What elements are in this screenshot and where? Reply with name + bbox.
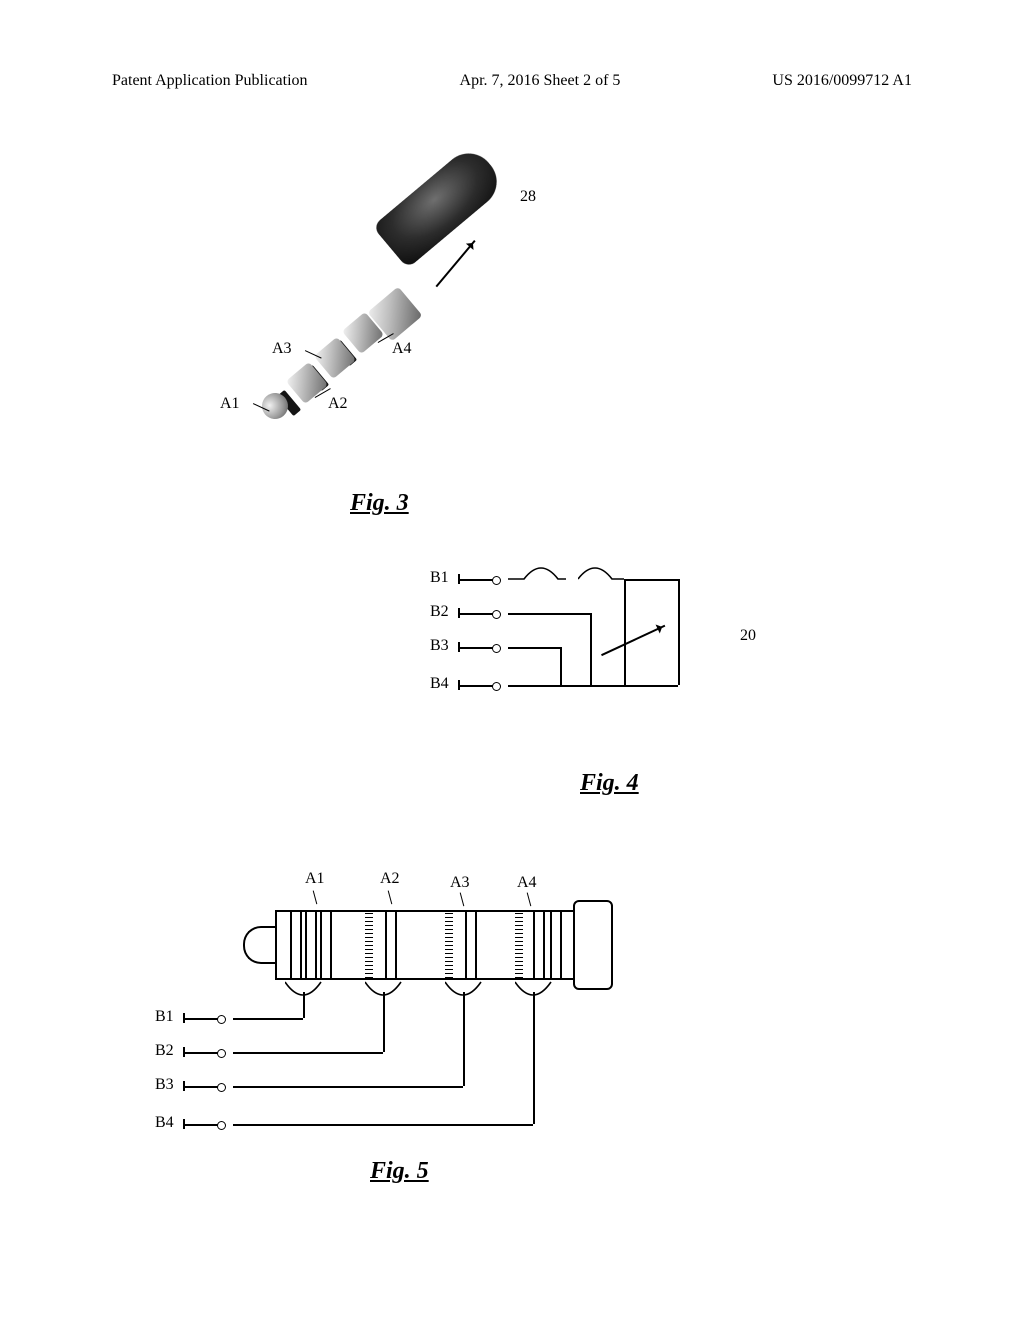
figure-3: 28 A1 A2 A3 A4 xyxy=(220,200,540,470)
patent-sheet: Patent Application Publication Apr. 7, 2… xyxy=(0,0,1024,1320)
jack-ring-6 xyxy=(533,912,545,978)
terminal5-b4 xyxy=(183,1124,223,1126)
wire5-b2-up xyxy=(383,992,385,1052)
wire-b2-h xyxy=(508,613,590,615)
label5-b3: B3 xyxy=(155,1076,174,1094)
jack-ring-2 xyxy=(305,912,317,978)
label5-a3: A3 xyxy=(450,874,470,892)
jack-ring-1 xyxy=(290,912,302,978)
ref-arrow-20 xyxy=(601,625,665,656)
spring5-2 xyxy=(365,976,425,1006)
ref-20: 20 xyxy=(740,627,756,645)
jack-collar xyxy=(573,900,613,990)
jack-tip xyxy=(243,926,279,964)
wire-top-right xyxy=(624,579,678,581)
label-a1: A1 xyxy=(220,395,240,413)
label-b4: B4 xyxy=(430,675,449,693)
spring5-3 xyxy=(445,976,505,1006)
jack-ring-3 xyxy=(320,912,332,978)
tick-b2 xyxy=(458,608,460,618)
jack-band-2 xyxy=(445,912,453,978)
plug-body xyxy=(372,143,507,269)
tick-b4 xyxy=(458,680,460,690)
label-a2: A2 xyxy=(328,395,348,413)
lead5-a2 xyxy=(387,891,392,905)
spring-b1b xyxy=(578,561,648,591)
tick5-b3 xyxy=(183,1081,185,1091)
spring5-4 xyxy=(515,976,575,1006)
jack-band-3 xyxy=(515,912,523,978)
label-b2: B2 xyxy=(430,603,449,621)
wire-right-up xyxy=(678,579,680,685)
label5-b1: B1 xyxy=(155,1008,174,1026)
terminal-b2 xyxy=(458,613,498,615)
fig4-caption: Fig. 4 xyxy=(580,770,639,797)
wire5-b3-up xyxy=(463,992,465,1086)
spring5-1 xyxy=(285,976,345,1006)
plug-ring-a2 xyxy=(286,362,328,404)
terminal-b3 xyxy=(458,647,498,649)
lead5-a3 xyxy=(459,893,464,907)
tick-b3 xyxy=(458,642,460,652)
terminal5-b2 xyxy=(183,1052,223,1054)
header-left: Patent Application Publication xyxy=(112,72,308,90)
terminal-b1 xyxy=(458,579,498,581)
wire5-b3 xyxy=(233,1086,463,1088)
jack-ring-5 xyxy=(465,912,477,978)
jack-ring-4 xyxy=(385,912,397,978)
tick-b1 xyxy=(458,574,460,584)
label5-a4: A4 xyxy=(517,874,537,892)
ref-28: 28 xyxy=(520,188,536,206)
tick5-b4 xyxy=(183,1119,185,1129)
page-header: Patent Application Publication Apr. 7, 2… xyxy=(112,72,912,90)
label5-a1: A1 xyxy=(305,870,325,888)
figure-4: B1 B2 B3 B4 20 xyxy=(430,565,810,755)
wire5-b4-up xyxy=(533,992,535,1124)
lead5-a4 xyxy=(526,893,531,907)
wire5-b1-up xyxy=(303,992,305,1018)
jack-ring-7 xyxy=(550,912,562,978)
wire-b1-down xyxy=(624,579,626,685)
terminal5-b3 xyxy=(183,1086,223,1088)
label-b1: B1 xyxy=(430,569,449,587)
fig5-caption: Fig. 5 xyxy=(370,1158,429,1185)
spring-b1 xyxy=(508,561,578,591)
wire5-b1 xyxy=(233,1018,303,1020)
label-a3: A3 xyxy=(272,340,292,358)
wire-b3-h xyxy=(508,647,560,649)
figure-5: A1 A2 A3 A4 B1 B2 B3 xyxy=(155,870,675,1180)
label5-b2: B2 xyxy=(155,1042,174,1060)
wire-b3-down xyxy=(560,647,562,685)
terminal-b4 xyxy=(458,685,498,687)
label5-b4: B4 xyxy=(155,1114,174,1132)
tick5-b1 xyxy=(183,1013,185,1023)
label-a4: A4 xyxy=(392,340,412,358)
jack-band-1 xyxy=(365,912,373,978)
label5-a2: A2 xyxy=(380,870,400,888)
wire5-b2 xyxy=(233,1052,383,1054)
ref-arrow-28 xyxy=(436,240,476,287)
terminal5-b1 xyxy=(183,1018,223,1020)
lead5-a1 xyxy=(312,891,317,905)
header-right: US 2016/0099712 A1 xyxy=(772,72,912,90)
wire5-b4 xyxy=(233,1124,533,1126)
tick5-b2 xyxy=(183,1047,185,1057)
header-center: Apr. 7, 2016 Sheet 2 of 5 xyxy=(460,72,621,90)
label-b3: B3 xyxy=(430,637,449,655)
fig3-caption: Fig. 3 xyxy=(350,490,409,517)
wire-b4-rail xyxy=(508,685,678,687)
wire-b2-down xyxy=(590,613,592,685)
